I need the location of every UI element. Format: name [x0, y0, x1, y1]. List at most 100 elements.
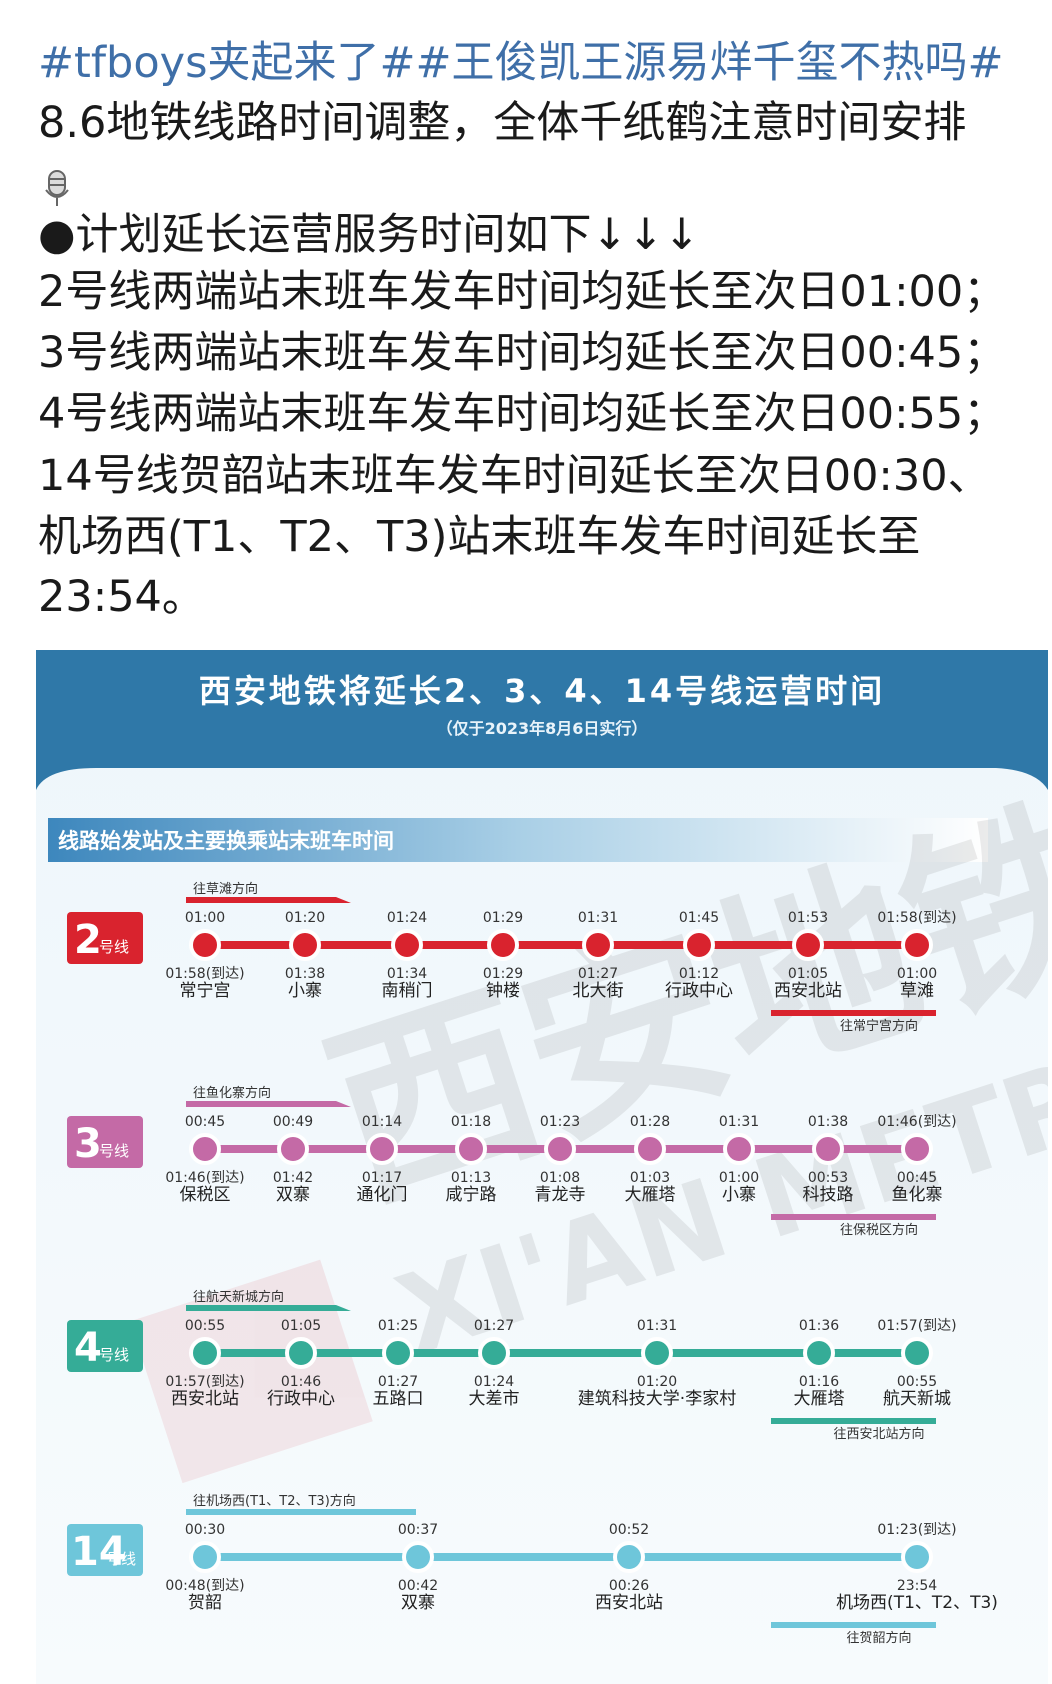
time-return: 01:00	[719, 1170, 759, 1186]
station-name: 小寨	[722, 1185, 756, 1205]
station	[366, 1133, 398, 1165]
station-name: 西安北站	[171, 1389, 239, 1409]
line-number: 3	[74, 1121, 102, 1167]
time-return: 01:20	[637, 1374, 677, 1390]
station	[382, 1337, 414, 1369]
time-outbound: 01:23	[540, 1114, 580, 1130]
station	[901, 1541, 933, 1573]
direction-arrow	[771, 1622, 936, 1628]
post-line: 3号线两端站末班车发车时间均延长至次日00:45；	[38, 328, 1007, 378]
time-return: 23:54	[897, 1578, 937, 1594]
station-name: 草滩	[900, 981, 934, 1001]
post-line: 8.6地铁线路时间调整，全体千纸鹤注意时间安排	[38, 98, 967, 148]
time-outbound: 01:57(到达)	[877, 1318, 956, 1334]
time-return: 01:16	[799, 1374, 839, 1390]
direction-top: 往鱼化寨方向	[193, 1085, 271, 1101]
station	[189, 1133, 221, 1165]
station	[478, 1337, 510, 1369]
info-subtitle: （仅于2023年8月6日实行）	[437, 719, 648, 738]
direction-top: 往航天新城方向	[193, 1289, 284, 1305]
station-name: 钟楼	[486, 981, 520, 1001]
time-return: 01:57(到达)	[165, 1374, 244, 1390]
station	[901, 1133, 933, 1165]
time-outbound: 01:28	[630, 1114, 670, 1130]
metro-line: 14号线 往机场西(T1、T2、T3)方向 00:30 00:48(到达)贺韶 00:3…	[67, 1493, 998, 1646]
time-return: 01:13	[451, 1170, 491, 1186]
time-return: 01:12	[679, 966, 719, 982]
station	[792, 929, 824, 961]
station-name: 五路口	[373, 1389, 424, 1409]
line-suffix: 号线	[99, 1142, 129, 1160]
time-outbound: 01:20	[285, 910, 325, 926]
time-return: 00:53	[808, 1170, 848, 1186]
time-return: 00:48(到达)	[165, 1578, 244, 1594]
direction-arrow	[186, 1509, 416, 1515]
line-suffix: 号线	[106, 1550, 136, 1568]
time-return: 01:38	[285, 966, 325, 982]
time-return: 00:42	[398, 1578, 438, 1594]
direction-arrow	[186, 1101, 351, 1107]
time-return: 01:58(到达)	[165, 966, 244, 982]
direction-arrow	[771, 1010, 936, 1016]
time-outbound: 00:49	[273, 1114, 313, 1130]
station	[634, 1133, 666, 1165]
station-name: 大雁塔	[625, 1185, 676, 1205]
direction-bottom: 往西安北站方向	[833, 1426, 924, 1442]
time-return: 01:05	[788, 966, 828, 982]
time-outbound: 01:31	[578, 910, 618, 926]
post-line: 23:54。	[38, 572, 205, 622]
time-return: 01:34	[387, 966, 427, 982]
time-outbound: 00:45	[185, 1114, 225, 1130]
station	[803, 1337, 835, 1369]
post-line: 机场西(T1、T2、T3)站末班车发车时间延长至	[38, 512, 921, 562]
station-name: 北大街	[573, 981, 624, 1001]
station	[544, 1133, 576, 1165]
time-return: 01:42	[273, 1170, 313, 1186]
station-name: 航天新城	[883, 1389, 951, 1409]
time-return: 00:55	[897, 1374, 937, 1390]
station-name: 咸宁路	[446, 1185, 497, 1205]
station-name: 机场西(T1、T2、T3)	[836, 1593, 998, 1613]
direction-arrow	[186, 1305, 351, 1311]
time-return: 01:08	[540, 1170, 580, 1186]
station	[723, 1133, 755, 1165]
infographic: 西安地铁将延长2、3、4、14号线运营时间 （仅于2023年8月6日实行） 线路…	[36, 650, 1048, 1684]
line-number: 2	[74, 917, 102, 963]
time-outbound: 01:36	[799, 1318, 839, 1334]
time-outbound: 00:55	[185, 1318, 225, 1334]
time-outbound: 01:25	[378, 1318, 418, 1334]
post-line: 14号线贺韶站末班车发车时间延长至次日00:30、	[38, 451, 991, 501]
post-line: ●计划延长运营服务时间如下↓↓↓	[38, 210, 700, 260]
time-return: 01:46	[281, 1374, 321, 1390]
station-name: 行政中心	[665, 981, 733, 1001]
station	[613, 1541, 645, 1573]
time-outbound: 01:05	[281, 1318, 321, 1334]
metro-line: 2号线往草滩方向01:0001:58(到达)常宁宫01:2001:38小寨01:…	[67, 881, 957, 1034]
station-name: 小寨	[288, 981, 322, 1001]
time-outbound: 01:27	[474, 1318, 514, 1334]
direction-bottom: 往常宁宫方向	[840, 1018, 918, 1034]
time-outbound: 01:45	[679, 910, 719, 926]
line-badge	[67, 1116, 143, 1168]
time-return: 01:17	[362, 1170, 402, 1186]
direction-bottom: 往贺韶方向	[846, 1630, 911, 1646]
time-return: 01:29	[483, 966, 523, 982]
station	[641, 1337, 673, 1369]
direction-arrow	[186, 897, 351, 903]
direction-top: 往机场西(T1、T2、T3)方向	[193, 1493, 356, 1509]
post-line: 4号线两端站末班车发车时间均延长至次日00:55；	[38, 389, 1007, 439]
hashtags[interactable]: #tfboys夹起来了##王俊凯王源易烊千玺不热吗#	[38, 38, 1004, 88]
post-line: 2号线两端站末班车发车时间均延长至次日01:00；	[38, 267, 1007, 317]
time-outbound: 01:24	[387, 910, 427, 926]
time-outbound: 01:46(到达)	[877, 1114, 956, 1130]
time-outbound: 01:29	[483, 910, 523, 926]
time-return: 01:46(到达)	[165, 1170, 244, 1186]
time-outbound: 01:58(到达)	[877, 910, 956, 926]
time-return: 01:24	[474, 1374, 514, 1390]
station	[277, 1133, 309, 1165]
station	[189, 1337, 221, 1369]
station	[285, 1337, 317, 1369]
time-return: 00:45	[897, 1170, 937, 1186]
metro-line: 4号线往航天新城方向00:5501:57(到达)西安北站01:0501:46行政…	[67, 1289, 957, 1442]
